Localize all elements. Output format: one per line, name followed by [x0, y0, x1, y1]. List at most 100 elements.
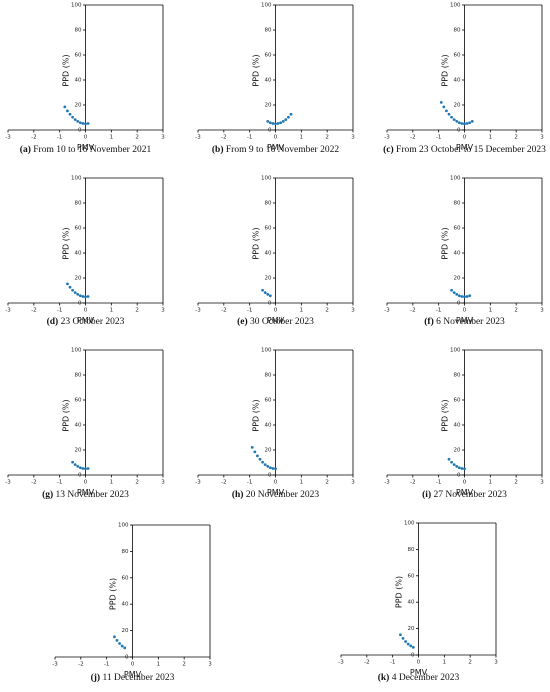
point [86, 122, 90, 125]
x-tick-label: 0 [84, 480, 88, 486]
x-tick-label: -1 [104, 662, 109, 668]
x-tick-label: 1 [110, 480, 114, 486]
x-tick-label: -2 [78, 662, 83, 668]
x-tick-label: -3 [5, 480, 11, 486]
y-tick-label: 0 [78, 301, 82, 307]
y-tick-label: 80 [122, 549, 129, 555]
point [118, 642, 121, 645]
x-tick-label: 0 [84, 135, 88, 141]
point [452, 291, 456, 295]
caption: (k) 4 December 2023 [378, 672, 460, 683]
caption: (g) 13 November 2023 [42, 489, 129, 500]
x-tick-label: 1 [300, 480, 304, 486]
x-tick-label: -2 [364, 660, 369, 666]
point [78, 294, 82, 298]
y-tick-label: 20 [75, 276, 82, 282]
x-tick-label: -2 [31, 308, 36, 314]
point [460, 295, 464, 298]
caption-label: (h) [232, 489, 244, 500]
y-tick-label: 0 [268, 473, 272, 479]
point [287, 115, 290, 119]
x-tick-label: 0 [463, 135, 467, 141]
caption-title: 23 October 2023 [61, 317, 125, 327]
point [71, 460, 74, 464]
point [78, 466, 82, 470]
point [468, 121, 472, 125]
y-tick-label: 60 [454, 53, 461, 59]
y-tick-label: 100 [261, 348, 272, 354]
y-tick-label: 100 [404, 521, 415, 527]
caption-title: From 9 to 16 November 2022 [226, 145, 339, 155]
y-tick-label: 80 [265, 373, 272, 379]
point [284, 118, 288, 122]
x-tick-label: 1 [443, 660, 447, 666]
y-tick-label: 60 [265, 226, 272, 232]
point [281, 119, 285, 123]
point [411, 645, 415, 649]
x-axis-label: PMV [456, 143, 474, 152]
caption-label: (b) [212, 144, 224, 155]
point [457, 294, 461, 298]
x-tick-label: 2 [325, 480, 329, 486]
point [86, 295, 90, 298]
x-tick-label: 3 [208, 662, 212, 668]
point [73, 291, 77, 295]
point [447, 457, 451, 461]
y-tick-label: 80 [454, 373, 461, 379]
point [120, 644, 124, 648]
x-tick-label: 1 [489, 308, 493, 314]
y-tick-label: 40 [454, 78, 461, 84]
point [463, 295, 466, 299]
x-axis-label: PMV [124, 670, 142, 679]
caption-title: 11 December 2023 [102, 673, 174, 683]
x-axis-label: PMV [456, 316, 474, 325]
x-tick-label: -1 [247, 308, 252, 314]
point [276, 122, 280, 125]
y-tick-label: 60 [454, 226, 461, 232]
x-tick-label: -3 [384, 480, 390, 486]
point [401, 636, 405, 640]
y-tick-label: 20 [408, 626, 415, 632]
point [78, 121, 82, 125]
y-axis-label: PPD (%) [109, 578, 118, 610]
x-tick-label: 3 [161, 480, 165, 486]
x-tick-label: -1 [436, 480, 441, 486]
caption: (a) From 10 to 16 November 2021 [20, 144, 152, 155]
x-tick-label: 0 [274, 308, 278, 314]
x-tick-label: 3 [161, 135, 165, 141]
y-tick-label: 60 [75, 53, 82, 59]
y-tick-label: 20 [454, 448, 461, 454]
y-tick-label: 60 [122, 575, 129, 581]
x-tick-label: -3 [384, 308, 390, 314]
point [68, 285, 72, 289]
x-tick-label: 3 [540, 135, 544, 141]
point [274, 122, 277, 126]
y-tick-label: 0 [78, 473, 82, 479]
x-axis-label: PMV [77, 316, 95, 325]
y-tick-label: 20 [265, 103, 272, 109]
caption: (f) 6 November 2023 [424, 316, 505, 327]
point [457, 466, 461, 470]
point [463, 467, 466, 471]
y-tick-label: 40 [75, 423, 82, 429]
x-tick-label: 1 [300, 308, 304, 314]
point [452, 118, 456, 122]
point [279, 121, 283, 125]
point [76, 464, 80, 468]
point [455, 119, 459, 123]
y-axis-label: PPD (%) [62, 54, 71, 86]
y-tick-label: 60 [408, 573, 415, 579]
y-tick-label: 100 [450, 3, 461, 9]
x-tick-label: 2 [514, 308, 518, 314]
point [268, 466, 272, 470]
x-tick-label: -2 [410, 480, 415, 486]
x-tick-label: -3 [384, 135, 390, 141]
x-tick-label: 0 [274, 135, 278, 141]
y-tick-label: 100 [450, 176, 461, 182]
y-axis-label: PPD (%) [395, 576, 404, 608]
x-axis-label: PMV [456, 488, 474, 497]
x-tick-label: 0 [84, 308, 88, 314]
caption-label: (f) [424, 316, 434, 327]
point [81, 467, 85, 470]
point [274, 467, 277, 471]
